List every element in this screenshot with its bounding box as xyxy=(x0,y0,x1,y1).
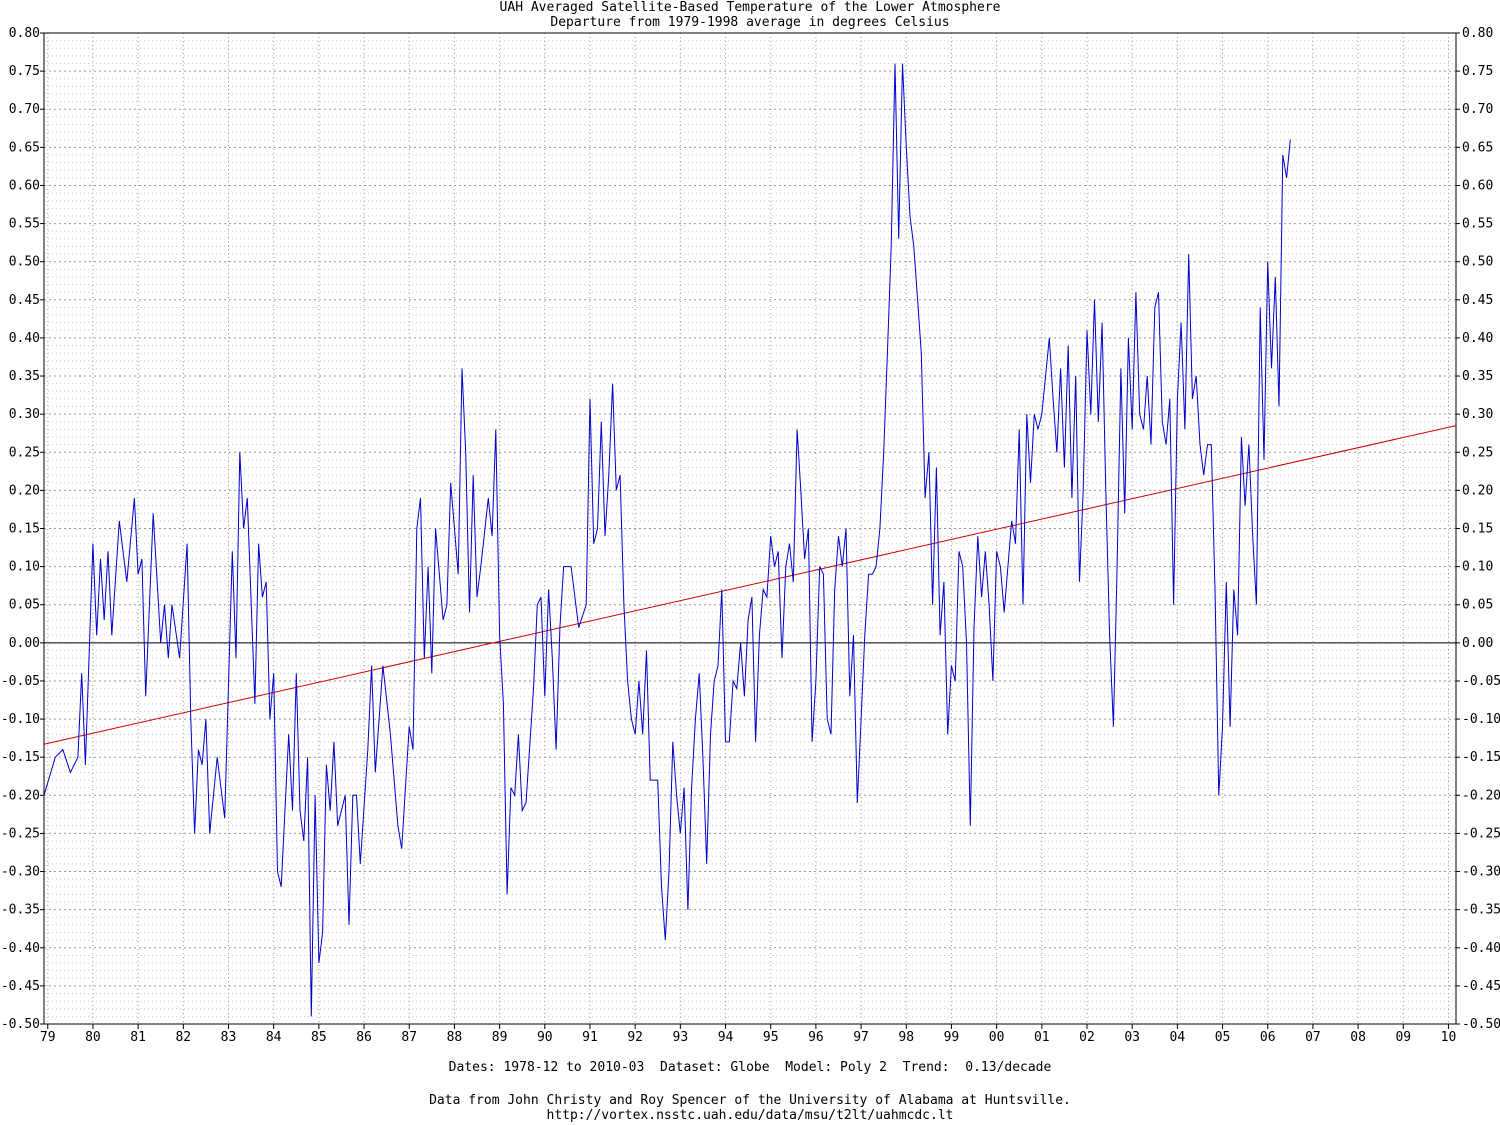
y-tick-label-left: 0.25 xyxy=(9,445,40,460)
y-tick-label-right: 0.30 xyxy=(1462,407,1493,422)
x-tick-label: 81 xyxy=(130,1030,146,1045)
axes: 0.80 0.80 0.75 0.75 0.70 0.70 0.65 0.65 0.60 0.60… xyxy=(1,26,1500,1045)
chart-subtitle: Departure from 1979-1998 average in degr… xyxy=(550,15,950,30)
y-tick-label-left: 0.50 xyxy=(9,255,40,270)
y-tick-label-left: 0.30 xyxy=(9,407,40,422)
y-tick-label-right: 0.20 xyxy=(1462,483,1493,498)
y-tick-label-right: 0.65 xyxy=(1462,140,1493,155)
chart-title: UAH Averaged Satellite-Based Temperature… xyxy=(499,0,1001,15)
x-tick-label: 97 xyxy=(853,1030,869,1045)
x-tick-label: 09 xyxy=(1395,1030,1411,1045)
x-tick-label: 93 xyxy=(673,1030,689,1045)
y-tick-label-left: -0.05 xyxy=(1,674,40,689)
x-tick-label: 88 xyxy=(447,1030,463,1045)
y-tick-label-left: 0.75 xyxy=(9,64,40,79)
y-tick-label-right: 0.75 xyxy=(1462,64,1493,79)
x-tick-label: 02 xyxy=(1079,1030,1095,1045)
y-tick-label-right: 0.15 xyxy=(1462,522,1493,537)
y-tick-label-left: 0.80 xyxy=(9,26,40,41)
x-tick-label: 84 xyxy=(266,1030,282,1045)
y-tick-label-left: 0.15 xyxy=(9,522,40,537)
y-tick-label-left: -0.30 xyxy=(1,865,40,880)
y-tick-label-left: 0.60 xyxy=(9,178,40,193)
y-tick-label-right: 0.60 xyxy=(1462,178,1493,193)
y-tick-label-right: 0.55 xyxy=(1462,217,1493,232)
y-tick-label-right: -0.40 xyxy=(1462,941,1500,956)
y-tick-label-right: -0.10 xyxy=(1462,712,1500,727)
y-tick-label-right: 0.80 xyxy=(1462,26,1493,41)
y-tick-label-right: 0.70 xyxy=(1462,102,1493,117)
y-tick-label-left: -0.50 xyxy=(1,1017,40,1032)
series-layer xyxy=(43,63,1457,1017)
x-tick-label: 79 xyxy=(40,1030,56,1045)
x-tick-label: 89 xyxy=(492,1030,508,1045)
x-tick-label: 83 xyxy=(221,1030,237,1045)
x-tick-label: 99 xyxy=(944,1030,960,1045)
y-tick-label-left: 0.40 xyxy=(9,331,40,346)
y-tick-label-right: -0.25 xyxy=(1462,826,1500,841)
y-tick-label-right: 0.00 xyxy=(1462,636,1493,651)
y-tick-label-left: 0.20 xyxy=(9,483,40,498)
x-tick-label: 03 xyxy=(1124,1030,1140,1045)
x-tick-label: 85 xyxy=(311,1030,327,1045)
y-tick-label-right: 0.50 xyxy=(1462,255,1493,270)
chart-footer-credit: Data from John Christy and Roy Spencer o… xyxy=(429,1093,1071,1108)
x-tick-label: 00 xyxy=(989,1030,1005,1045)
y-tick-label-right: 0.35 xyxy=(1462,369,1493,384)
x-tick-label: 07 xyxy=(1305,1030,1321,1045)
trend-line xyxy=(43,425,1457,745)
x-tick-label: 90 xyxy=(537,1030,553,1045)
y-tick-label-left: 0.55 xyxy=(9,217,40,232)
x-tick-label: 87 xyxy=(401,1030,417,1045)
x-tick-label: 80 xyxy=(85,1030,101,1045)
y-tick-label-left: -0.15 xyxy=(1,750,40,765)
y-tick-label-left: 0.45 xyxy=(9,293,40,308)
x-tick-label: 92 xyxy=(627,1030,643,1045)
y-tick-label-left: -0.35 xyxy=(1,903,40,918)
y-tick-label-right: -0.05 xyxy=(1462,674,1500,689)
x-tick-label: 08 xyxy=(1350,1030,1366,1045)
y-tick-label-right: -0.45 xyxy=(1462,979,1500,994)
y-tick-label-right: 0.10 xyxy=(1462,560,1493,575)
chart-footer-url: http://vortex.nsstc.uah.edu/data/msu/t2l… xyxy=(546,1108,954,1123)
x-tick-label: 04 xyxy=(1170,1030,1186,1045)
x-tick-label: 95 xyxy=(763,1030,779,1045)
grid xyxy=(44,32,1456,1025)
y-tick-label-right: 0.25 xyxy=(1462,445,1493,460)
y-tick-label-right: -0.50 xyxy=(1462,1017,1500,1032)
chart-footer-info: Dates: 1978-12 to 2010-03 Dataset: Globe… xyxy=(448,1060,1052,1075)
y-tick-label-left: -0.20 xyxy=(1,788,40,803)
y-tick-label-right: -0.35 xyxy=(1462,903,1500,918)
x-tick-label: 98 xyxy=(898,1030,914,1045)
y-tick-label-right: -0.15 xyxy=(1462,750,1500,765)
y-tick-label-left: -0.25 xyxy=(1,826,40,841)
y-tick-label-right: 0.40 xyxy=(1462,331,1493,346)
series-line-temperature xyxy=(43,63,1291,1017)
y-tick-label-right: 0.45 xyxy=(1462,293,1493,308)
y-tick-label-left: 0.35 xyxy=(9,369,40,384)
y-tick-label-left: -0.45 xyxy=(1,979,40,994)
y-tick-label-left: 0.05 xyxy=(9,598,40,613)
x-tick-label: 01 xyxy=(1034,1030,1050,1045)
x-tick-label: 06 xyxy=(1260,1030,1276,1045)
x-tick-label: 91 xyxy=(582,1030,598,1045)
y-tick-label-left: 0.65 xyxy=(9,140,40,155)
y-tick-label-right: -0.20 xyxy=(1462,788,1500,803)
x-tick-label: 82 xyxy=(175,1030,191,1045)
y-tick-label-left: 0.00 xyxy=(9,636,40,651)
x-tick-label: 96 xyxy=(808,1030,824,1045)
x-tick-label: 05 xyxy=(1215,1030,1231,1045)
y-tick-label-right: -0.30 xyxy=(1462,865,1500,880)
y-tick-label-left: 0.10 xyxy=(9,560,40,575)
x-tick-label: 94 xyxy=(718,1030,734,1045)
y-tick-label-left: -0.40 xyxy=(1,941,40,956)
x-tick-label: 86 xyxy=(356,1030,372,1045)
y-tick-label-left: -0.10 xyxy=(1,712,40,727)
x-tick-label: 10 xyxy=(1441,1030,1457,1045)
y-tick-label-right: 0.05 xyxy=(1462,598,1493,613)
y-tick-label-left: 0.70 xyxy=(9,102,40,117)
